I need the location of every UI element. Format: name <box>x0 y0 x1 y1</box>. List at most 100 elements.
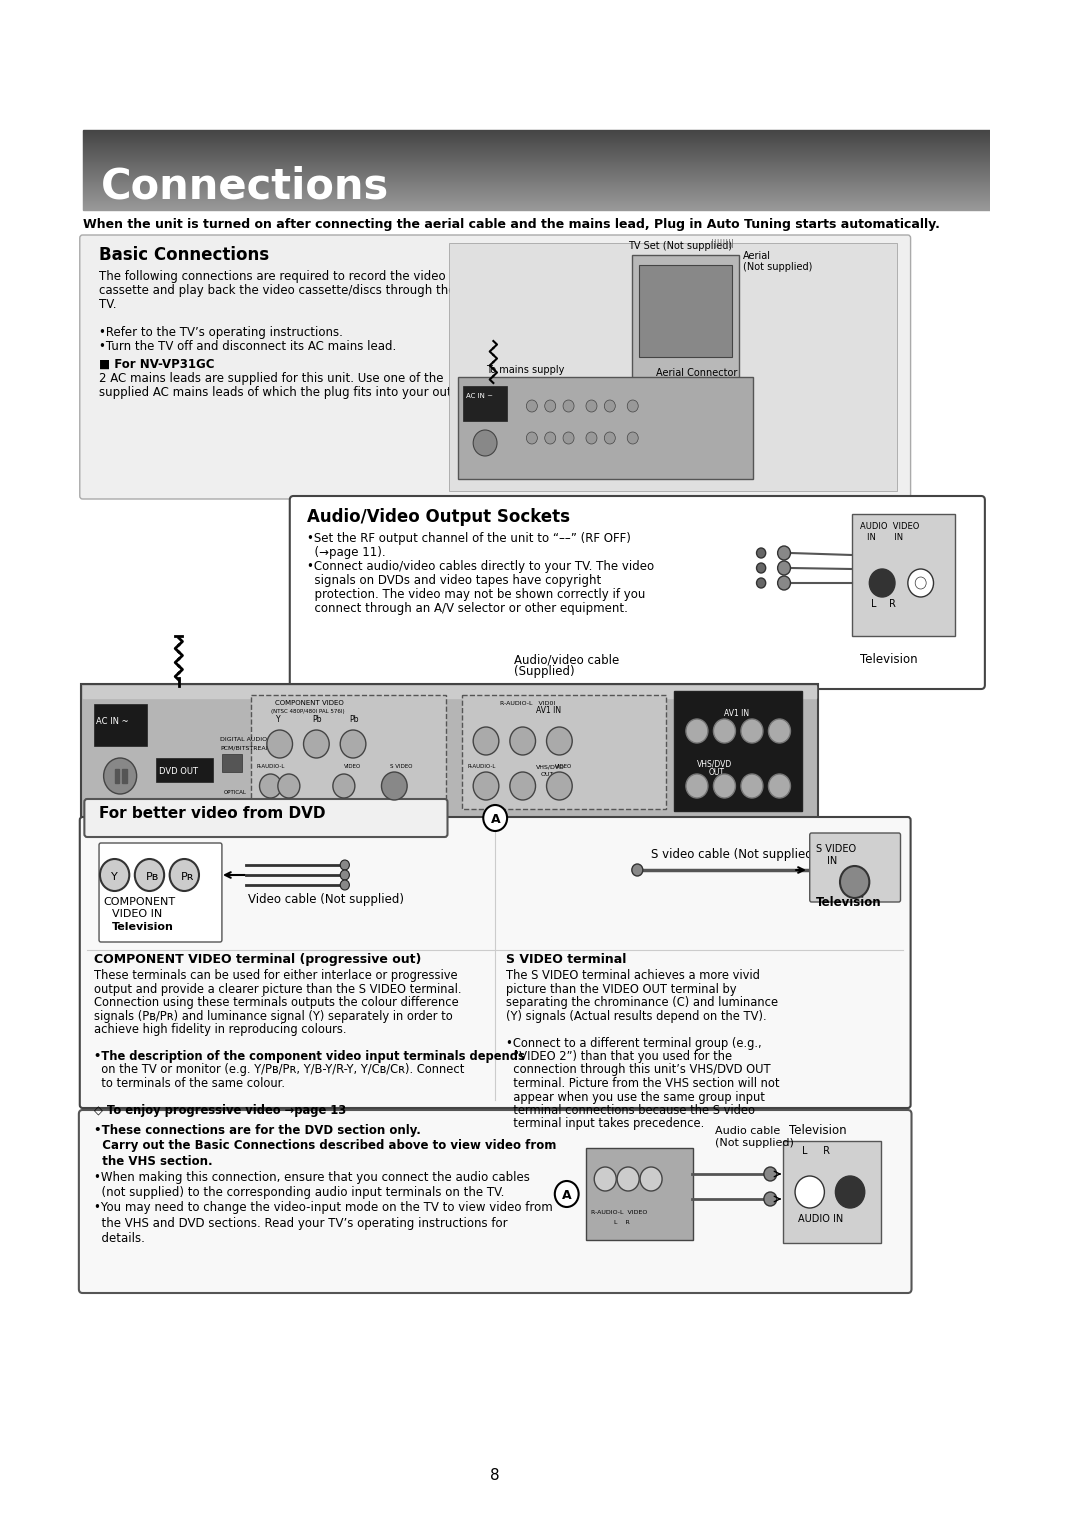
Text: AV1 IN: AV1 IN <box>537 706 562 715</box>
Text: L    R: L R <box>872 599 896 610</box>
Text: Pʙ: Pʙ <box>146 872 159 882</box>
Text: Television: Television <box>816 895 881 909</box>
Text: The following connections are required to record the video: The following connections are required t… <box>99 270 446 283</box>
Text: •The description of the component video input terminals depends: •The description of the component video … <box>94 1050 525 1063</box>
Text: OUT: OUT <box>541 772 554 778</box>
Circle shape <box>586 432 597 445</box>
Text: COMPONENT: COMPONENT <box>104 897 176 908</box>
Text: VIDEO IN: VIDEO IN <box>112 909 162 918</box>
FancyBboxPatch shape <box>639 264 732 358</box>
Text: AC IN ~: AC IN ~ <box>96 717 129 726</box>
Circle shape <box>714 775 735 798</box>
Circle shape <box>555 1181 579 1207</box>
Text: S video cable (Not supplied): S video cable (Not supplied) <box>651 848 818 860</box>
Text: the VHS section.: the VHS section. <box>94 1155 212 1167</box>
Circle shape <box>278 775 300 798</box>
Text: IN       IN: IN IN <box>866 533 903 542</box>
Text: connection through this unit’s VHS/DVD OUT: connection through this unit’s VHS/DVD O… <box>507 1063 771 1077</box>
Circle shape <box>686 775 707 798</box>
Text: Connection using these terminals outputs the colour difference: Connection using these terminals outputs… <box>94 996 458 1008</box>
Circle shape <box>686 720 707 743</box>
Text: VHS/DVD: VHS/DVD <box>697 759 732 769</box>
Text: •These connections are for the DVD section only.: •These connections are for the DVD secti… <box>94 1125 420 1137</box>
Text: AUDIO  VIDEO: AUDIO VIDEO <box>860 523 919 532</box>
Bar <box>463 387 508 422</box>
Text: AV1 IN: AV1 IN <box>725 709 750 718</box>
FancyBboxPatch shape <box>458 377 753 478</box>
Circle shape <box>741 775 762 798</box>
Circle shape <box>594 1167 617 1190</box>
Text: Audio/Video Output Sockets: Audio/Video Output Sockets <box>307 507 570 526</box>
Circle shape <box>381 772 407 801</box>
Text: Y: Y <box>111 872 118 882</box>
Circle shape <box>714 720 735 743</box>
Text: To mains supply: To mains supply <box>486 365 565 374</box>
Text: Pb: Pb <box>313 715 322 724</box>
Text: These terminals can be used for either interlace or progressive: These terminals can be used for either i… <box>94 969 457 983</box>
Circle shape <box>640 1167 662 1190</box>
Circle shape <box>473 429 497 455</box>
Text: appear when you use the same group input: appear when you use the same group input <box>507 1091 765 1103</box>
Text: protection. The video may not be shown correctly if you: protection. The video may not be shown c… <box>307 588 646 601</box>
Circle shape <box>303 730 329 758</box>
Circle shape <box>756 578 766 588</box>
FancyBboxPatch shape <box>252 695 446 808</box>
Text: •Set the RF output channel of the unit to “––” (RF OFF): •Set the RF output channel of the unit t… <box>307 532 631 545</box>
Text: AUDIO IN: AUDIO IN <box>798 1215 843 1224</box>
Text: •Turn the TV off and disconnect its AC mains lead.: •Turn the TV off and disconnect its AC m… <box>99 341 396 353</box>
Text: terminal. Picture from the VHS section will not: terminal. Picture from the VHS section w… <box>507 1077 780 1089</box>
Circle shape <box>586 400 597 413</box>
FancyBboxPatch shape <box>586 1148 693 1241</box>
Circle shape <box>383 775 405 798</box>
Text: achieve high fidelity in reproducing colours.: achieve high fidelity in reproducing col… <box>94 1024 346 1036</box>
Circle shape <box>840 866 869 898</box>
Text: ◇ To enjoy progressive video →page 13: ◇ To enjoy progressive video →page 13 <box>94 1105 346 1117</box>
Bar <box>449 243 896 490</box>
Text: TV.: TV. <box>99 298 117 312</box>
Circle shape <box>605 400 616 413</box>
FancyBboxPatch shape <box>632 255 739 413</box>
Text: S VIDEO: S VIDEO <box>390 764 413 769</box>
Text: signals (Pʙ/Pʀ) and luminance signal (Y) separately in order to: signals (Pʙ/Pʀ) and luminance signal (Y)… <box>94 1010 453 1022</box>
Circle shape <box>473 727 499 755</box>
Text: R-AUDIO-L  VIDEO: R-AUDIO-L VIDEO <box>592 1210 648 1215</box>
Text: VIDEO: VIDEO <box>555 764 572 769</box>
Text: ■ For NV-VP31GC: ■ For NV-VP31GC <box>99 358 215 371</box>
Text: (Not supplied): (Not supplied) <box>715 1138 794 1148</box>
Circle shape <box>627 400 638 413</box>
Circle shape <box>546 727 572 755</box>
Circle shape <box>135 859 164 891</box>
Text: Television: Television <box>860 652 918 666</box>
FancyBboxPatch shape <box>99 843 221 941</box>
Text: Basic Connections: Basic Connections <box>99 246 269 264</box>
FancyBboxPatch shape <box>783 1141 881 1242</box>
Text: Aerial: Aerial <box>743 251 771 261</box>
Circle shape <box>756 562 766 573</box>
Text: DVD OUT: DVD OUT <box>159 767 198 776</box>
Text: (Supplied): (Supplied) <box>513 665 575 678</box>
Text: R-AUDIO-L: R-AUDIO-L <box>257 764 285 769</box>
Text: separating the chrominance (C) and luminance: separating the chrominance (C) and lumin… <box>507 996 779 1008</box>
Circle shape <box>510 772 536 801</box>
Circle shape <box>340 869 350 880</box>
Circle shape <box>908 568 933 597</box>
Bar <box>122 769 126 782</box>
Circle shape <box>769 720 791 743</box>
Circle shape <box>544 400 556 413</box>
Text: VHS/DVD: VHS/DVD <box>537 764 565 769</box>
Circle shape <box>510 727 536 755</box>
Circle shape <box>741 720 762 743</box>
Bar <box>674 691 802 811</box>
Circle shape <box>483 805 508 831</box>
Circle shape <box>764 1192 777 1206</box>
Text: terminal input takes precedence.: terminal input takes precedence. <box>507 1117 704 1131</box>
Circle shape <box>259 775 282 798</box>
Circle shape <box>170 859 199 891</box>
Text: COMPONENT VIDEO: COMPONENT VIDEO <box>275 700 343 706</box>
FancyBboxPatch shape <box>852 513 955 636</box>
Text: The S VIDEO terminal achieves a more vivid: The S VIDEO terminal achieves a more viv… <box>507 969 760 983</box>
Text: details.: details. <box>94 1233 145 1245</box>
Text: to terminals of the same colour.: to terminals of the same colour. <box>94 1077 284 1089</box>
Text: Aerial Connector: Aerial Connector <box>656 368 737 377</box>
Circle shape <box>333 775 355 798</box>
